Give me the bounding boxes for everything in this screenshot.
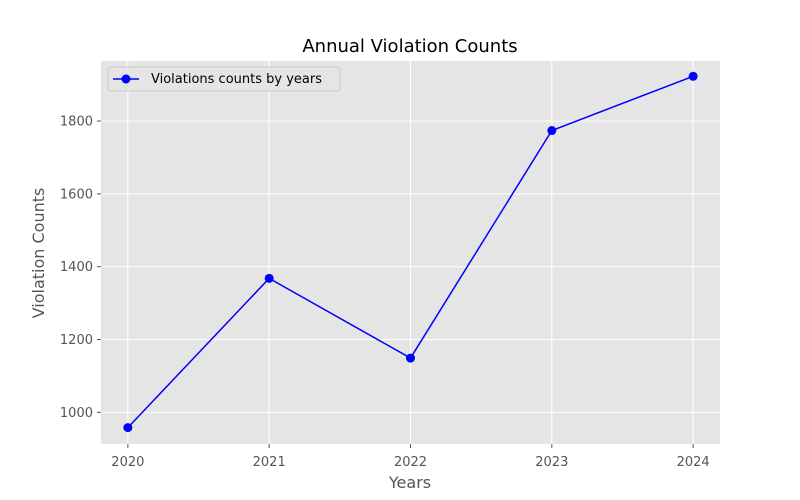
data-point-2023: [547, 126, 557, 136]
x-tick-label-2023: 2023: [535, 455, 568, 470]
x-axis-ticks: 2020 2021 2022 2023 2024: [111, 444, 710, 470]
chart-title: Annual Violation Counts: [302, 36, 517, 57]
y-tick-label-1600: 1600: [60, 187, 93, 202]
y-axis-ticks: 1000 1200 1400 1600 1800: [60, 115, 101, 421]
y-tick-label-1400: 1400: [60, 260, 93, 275]
x-tick-label-2020: 2020: [111, 455, 144, 470]
legend-label: Violations counts by years: [151, 72, 322, 87]
x-axis-label: Years: [388, 473, 431, 492]
gridlines: [101, 61, 720, 444]
legend-marker-swatch: [121, 74, 131, 84]
y-tick-label-1000: 1000: [60, 406, 93, 421]
y-tick-label-1800: 1800: [60, 115, 93, 130]
series-layer: [123, 71, 698, 433]
y-tick-label-1200: 1200: [60, 333, 93, 348]
y-axis-label: Violation Counts: [29, 188, 48, 319]
data-point-2024: [688, 71, 698, 81]
x-tick-label-2021: 2021: [253, 455, 286, 470]
x-tick-label-2022: 2022: [394, 455, 427, 470]
legend-box: [107, 66, 341, 92]
data-point-2020: [123, 423, 133, 433]
data-point-2022: [406, 353, 415, 363]
x-tick-label-2024: 2024: [677, 455, 710, 470]
legend: Violations counts by years: [107, 66, 341, 92]
data-point-2021: [264, 273, 274, 283]
